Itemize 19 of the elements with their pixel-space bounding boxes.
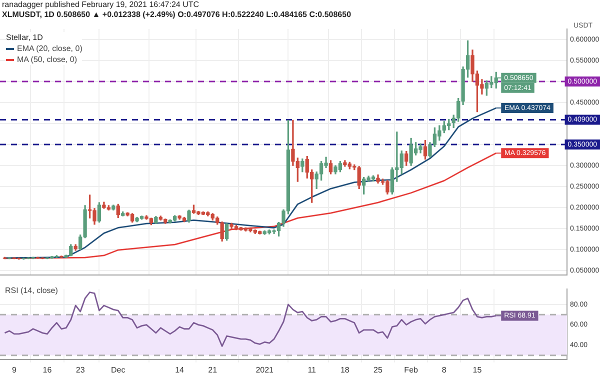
x-tick-label: Feb (404, 365, 419, 374)
x-tick-label: 16 (42, 365, 52, 374)
x-tick-label: 8 (442, 365, 447, 374)
x-tick-label: 2021 (256, 365, 274, 374)
x-tick-label: 18 (340, 365, 350, 374)
legend-label: MA (50, close, 0) (17, 54, 78, 65)
x-tick-label: 14 (175, 365, 185, 374)
x-tick-label: 11 (308, 365, 317, 374)
chart-title: RSI (14, close) (5, 286, 58, 295)
x-tick-label: Dec (111, 365, 126, 374)
legend-label: EMA (20, close, 0) (17, 43, 82, 54)
x-tick-label: 23 (76, 365, 86, 374)
x-tick-label: 25 (374, 365, 383, 374)
x-tick-label: 9 (12, 365, 17, 374)
chart-subtitle: XLMUSDT, 1D 0.508650 ▲ +0.012338 (+2.49%) O:0.497076 H:0.522240 L:0.484165 C:0.508650 (2, 10, 352, 20)
chart-title: ranadagger published February 19, 2021 16:47:24 UTC (2, 0, 200, 10)
x-tick-label: 15 (472, 365, 482, 374)
legend-title: Stellar, 1D (6, 32, 44, 43)
x-tick-label: 21 (208, 365, 218, 374)
